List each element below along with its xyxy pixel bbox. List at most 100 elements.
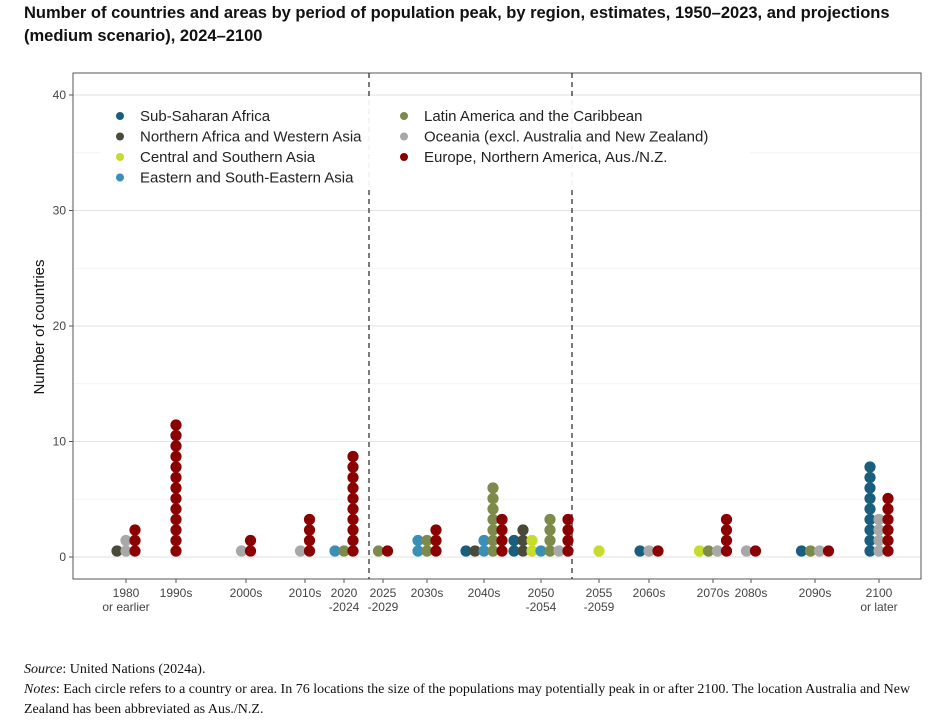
data-point [882, 492, 894, 505]
data-point [294, 545, 307, 557]
data-points [111, 419, 894, 557]
data-point [244, 545, 257, 557]
data-point [740, 545, 753, 557]
data-point [421, 534, 433, 547]
chart: 0 10 20 30 40 1980 or earlier 1990s 2000s 2010s 2… [31, 72, 922, 614]
x-tick-label: 2050 -2054 [526, 586, 557, 614]
y-tick-label: 30 [53, 204, 67, 218]
data-point [864, 534, 876, 547]
data-point [864, 482, 876, 494]
source-label: Source [24, 662, 63, 677]
legend-background [100, 100, 750, 188]
data-point [804, 545, 817, 557]
x-tick-label: 2080s [735, 586, 768, 600]
data-point [129, 534, 141, 547]
data-point [795, 545, 808, 557]
data-point [303, 545, 316, 557]
data-point [120, 545, 132, 557]
data-point [553, 545, 565, 557]
data-point [517, 534, 529, 547]
data-point [864, 524, 876, 536]
data-point [487, 545, 499, 557]
x-tick-label: 2040s [468, 586, 501, 600]
legend-swatch [116, 132, 124, 141]
data-point [303, 513, 316, 526]
gridlines [73, 94, 921, 558]
legend-label: Sub-Saharan Africa [140, 108, 271, 125]
data-point [170, 482, 182, 494]
x-tick-label: 2055 -2059 [584, 586, 615, 614]
data-point [873, 545, 885, 557]
data-point [882, 545, 894, 557]
x-tick-label: 1980 or earlier [102, 586, 149, 614]
data-point [535, 545, 547, 557]
data-point [643, 545, 655, 557]
legend-label: Eastern and South-Eastern Asia [140, 170, 354, 187]
data-point [702, 545, 715, 557]
data-point [593, 545, 605, 557]
x-tick-label: 2070s [697, 586, 730, 600]
data-point [478, 534, 490, 547]
legend-swatch [400, 112, 408, 120]
data-point [347, 492, 359, 505]
data-point [120, 534, 132, 547]
data-point [882, 534, 894, 547]
data-point [562, 545, 574, 557]
data-point [170, 503, 182, 515]
data-point [347, 503, 359, 515]
y-tick-label: 20 [53, 319, 67, 333]
data-point [544, 534, 556, 547]
data-point [303, 534, 316, 547]
notes: Notes: Each circle refers to a country o… [24, 680, 939, 720]
y-axis-label: Number of countries [31, 259, 48, 394]
data-point [170, 513, 182, 526]
data-point [430, 545, 442, 557]
data-point [460, 545, 472, 557]
data-point [693, 545, 706, 557]
data-point [129, 524, 141, 536]
data-point [864, 492, 876, 505]
data-point [720, 545, 733, 557]
data-point [170, 450, 182, 463]
data-point [720, 524, 733, 536]
notes-text: : Each circle refers to a country or are… [24, 682, 911, 717]
legend-label: Oceania (excl. Australia and New Zealand… [424, 129, 708, 146]
data-point [634, 545, 646, 557]
data-point [170, 461, 182, 473]
y-tick-label: 0 [59, 550, 66, 564]
data-point [347, 461, 359, 473]
x-tick-label: 2090s [799, 586, 832, 600]
data-point [430, 524, 442, 536]
data-point [347, 450, 359, 463]
data-point [129, 545, 141, 557]
data-point [347, 513, 359, 526]
data-point [469, 545, 481, 557]
data-point [496, 534, 508, 547]
data-point [478, 545, 490, 557]
data-point [487, 524, 499, 536]
chart-title: Number of countries and areas by period … [24, 4, 890, 45]
x-tick-label: 2020 -2024 [329, 586, 360, 614]
legend-swatch [116, 173, 124, 182]
data-point [412, 545, 424, 557]
data-point [652, 545, 664, 557]
data-point [864, 471, 876, 484]
data-point [864, 545, 876, 557]
data-point [864, 513, 876, 526]
data-point [508, 534, 520, 547]
data-point [882, 513, 894, 526]
data-point [813, 545, 826, 557]
data-point [487, 482, 499, 494]
data-point [381, 545, 394, 557]
data-point [170, 419, 182, 431]
data-point [421, 545, 433, 557]
data-point [562, 513, 574, 526]
data-point [244, 534, 257, 547]
data-point [170, 440, 182, 452]
data-point [412, 534, 424, 547]
source-note: Source: United Nations (2024a). [24, 660, 939, 680]
data-point [508, 545, 520, 557]
data-point [170, 429, 182, 442]
data-point [517, 524, 529, 536]
data-point [338, 545, 350, 557]
